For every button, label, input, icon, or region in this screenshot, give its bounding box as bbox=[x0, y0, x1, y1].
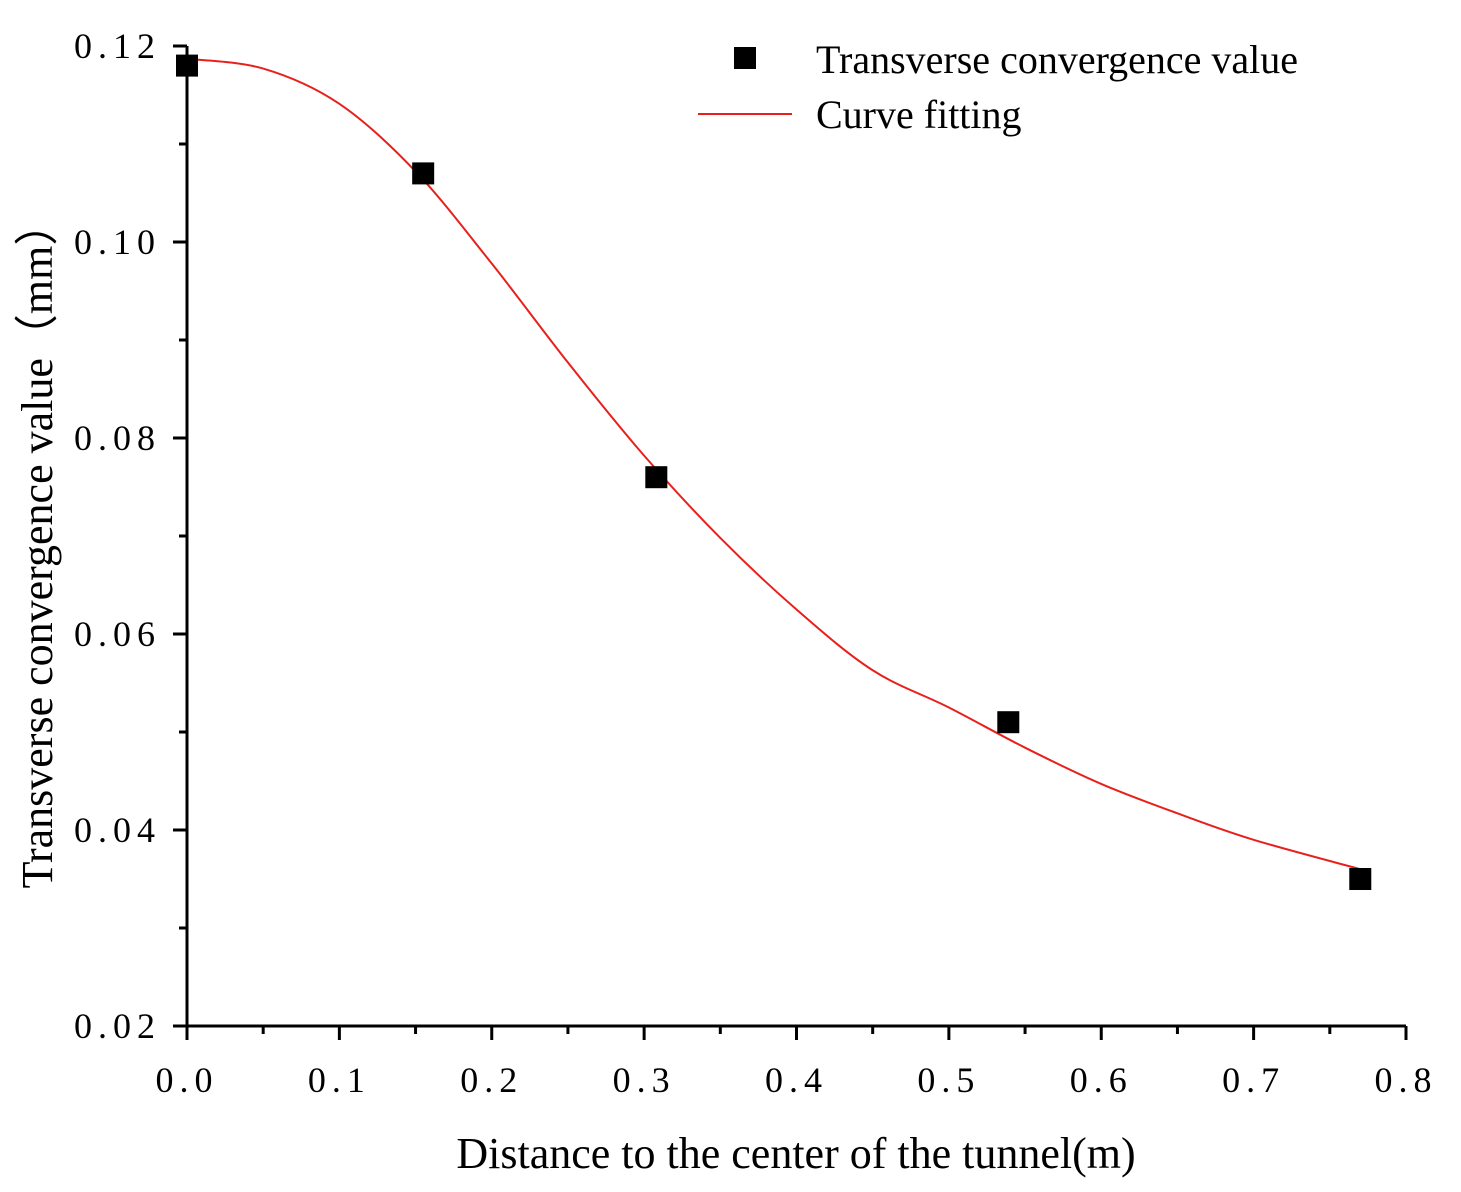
y-tick-label: 0.08 bbox=[74, 418, 161, 458]
legend-marker-scatter bbox=[734, 47, 756, 69]
data-points-layer bbox=[176, 54, 1372, 890]
x-tick-label: 0.1 bbox=[308, 1060, 371, 1100]
axes bbox=[185, 46, 1406, 1028]
legend: Transverse convergence value Curve fitti… bbox=[698, 37, 1298, 137]
x-tick-label: 0.4 bbox=[765, 1060, 828, 1100]
ticks: 0.0 0.1 0.2 0.3 0.4 0.5 0.6 0.7 0.8 0.02 0.04 0.06 0… bbox=[74, 26, 1438, 1100]
x-tick-label: 0.3 bbox=[613, 1060, 676, 1100]
x-tick-label: 0.5 bbox=[917, 1060, 980, 1100]
data-point bbox=[1349, 868, 1372, 890]
y-tick-label: 0.12 bbox=[74, 26, 161, 66]
y-axis-title: Transverse convergence value（mm） bbox=[13, 202, 62, 889]
legend-label-scatter: Transverse convergence value bbox=[816, 37, 1298, 82]
y-tick-label: 0.06 bbox=[74, 614, 161, 654]
x-tick-label: 0.2 bbox=[460, 1060, 523, 1100]
x-tick-label: 0.7 bbox=[1222, 1060, 1285, 1100]
fit-curve-layer bbox=[186, 57, 1361, 871]
data-point bbox=[645, 466, 668, 489]
fit-curve-line bbox=[186, 57, 1361, 871]
x-axis-title: Distance to the center of the tunnel(m) bbox=[456, 1129, 1135, 1178]
data-point bbox=[997, 711, 1020, 734]
y-tick-label: 0.04 bbox=[74, 810, 161, 850]
y-tick-label: 0.10 bbox=[74, 222, 161, 262]
x-tick-label: 0.0 bbox=[156, 1060, 219, 1100]
data-point bbox=[412, 162, 435, 185]
legend-label-line: Curve fitting bbox=[816, 92, 1022, 137]
data-point bbox=[176, 54, 198, 77]
y-tick-label: 0.02 bbox=[74, 1006, 161, 1046]
x-tick-label: 0.8 bbox=[1375, 1060, 1438, 1100]
x-tick-label: 0.6 bbox=[1070, 1060, 1133, 1100]
